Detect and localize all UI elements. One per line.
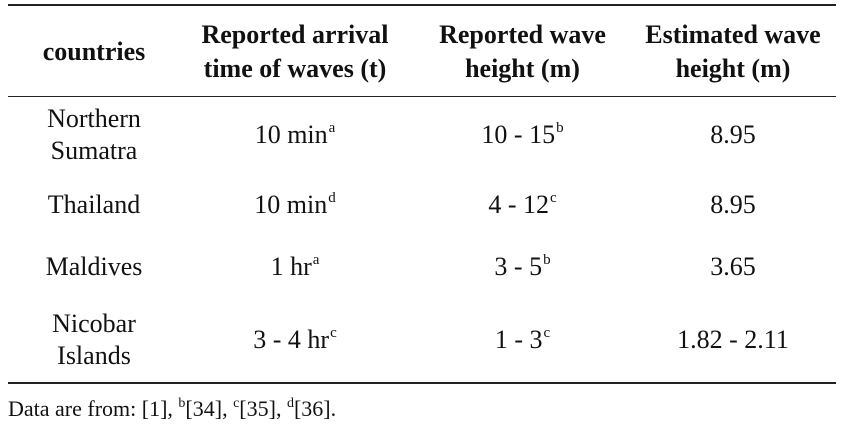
arrival-value: 10 min: [254, 190, 328, 219]
bottom-rule: [8, 382, 836, 384]
footnote-mark: a: [328, 120, 336, 136]
header-line: time of waves (t): [203, 54, 387, 83]
arrival-cell: 10 mina: [180, 100, 410, 170]
reference: [34]: [185, 396, 223, 421]
footnote-mark: d: [286, 396, 294, 411]
country-cell: Northern Sumatra: [14, 100, 174, 170]
reference: [1]: [141, 396, 168, 421]
country-cell: Nicobar Islands: [14, 300, 174, 380]
estimated-value: 8.95: [710, 120, 756, 149]
header-arrival-time: Reported arrival time of waves (t): [180, 18, 410, 86]
country-line: Northern: [47, 104, 141, 133]
header-line: height (m): [465, 54, 580, 83]
footnote-mark: c: [233, 396, 240, 411]
country-line: Maldives: [45, 252, 143, 281]
footnote-mark: c: [330, 325, 337, 341]
arrival-value: 3 - 4 hr: [253, 325, 330, 354]
header-line: height (m): [675, 54, 791, 83]
estimated-height-cell: 3.65: [630, 238, 836, 296]
reported-value: 1 - 3: [494, 325, 543, 354]
reported-height-cell: 4 - 12c: [420, 176, 625, 234]
footnote-mark: b: [178, 396, 186, 411]
estimated-height-cell: 8.95: [630, 176, 836, 234]
footnote-mark: c: [543, 325, 551, 341]
arrival-value: 10 min: [254, 120, 328, 149]
separator: ,: [167, 396, 179, 421]
top-rule: [8, 4, 836, 6]
footnote-end: .: [330, 396, 337, 421]
header-line: Reported arrival: [201, 20, 389, 49]
footnote-mark: b: [543, 252, 551, 268]
reference: [36]: [293, 396, 331, 421]
header-countries: countries: [14, 18, 174, 86]
arrival-value: 1 hr: [270, 252, 312, 281]
separator: ,: [275, 396, 287, 421]
header-line: countries: [42, 37, 146, 66]
estimated-height-cell: 8.95: [630, 100, 836, 170]
header-line: Reported wave: [439, 20, 606, 49]
header-rule: [8, 96, 836, 97]
country-line: Thailand: [47, 190, 141, 219]
estimated-value: 1.82 - 2.11: [677, 325, 789, 354]
footnote-mark: b: [556, 120, 564, 136]
table-footnote: Data are from: [1], b[34], c[35], d[36].: [8, 394, 336, 424]
country-cell: Maldives: [14, 238, 174, 296]
footnote-mark: a: [312, 252, 320, 268]
estimated-value: 8.95: [710, 190, 756, 219]
footnote-mark: d: [328, 190, 336, 206]
country-line: Nicobar: [52, 309, 136, 338]
reported-value: 10 - 15: [481, 120, 556, 149]
country-line: Sumatra: [50, 136, 138, 165]
arrival-cell: 3 - 4 hrc: [180, 300, 410, 380]
footnote-prefix: Data are from:: [8, 396, 142, 421]
header-line: Estimated wave: [645, 20, 821, 49]
separator: ,: [222, 396, 234, 421]
reported-height-cell: 10 - 15b: [420, 100, 625, 170]
reported-value: 4 - 12: [488, 190, 549, 219]
header-estimated-height: Estimated wave height (m): [630, 18, 836, 86]
estimated-value: 3.65: [710, 252, 756, 281]
footnote-mark: c: [550, 190, 557, 206]
reported-value: 3 - 5: [494, 252, 543, 281]
reported-height-cell: 1 - 3c: [420, 300, 625, 380]
arrival-cell: 10 mind: [180, 176, 410, 234]
reported-height-cell: 3 - 5b: [420, 238, 625, 296]
country-cell: Thailand: [14, 176, 174, 234]
arrival-cell: 1 hra: [180, 238, 410, 296]
estimated-height-cell: 1.82 - 2.11: [630, 300, 836, 380]
header-reported-height: Reported wave height (m): [420, 18, 625, 86]
country-line: Islands: [57, 341, 131, 370]
reference: [35]: [239, 396, 276, 421]
